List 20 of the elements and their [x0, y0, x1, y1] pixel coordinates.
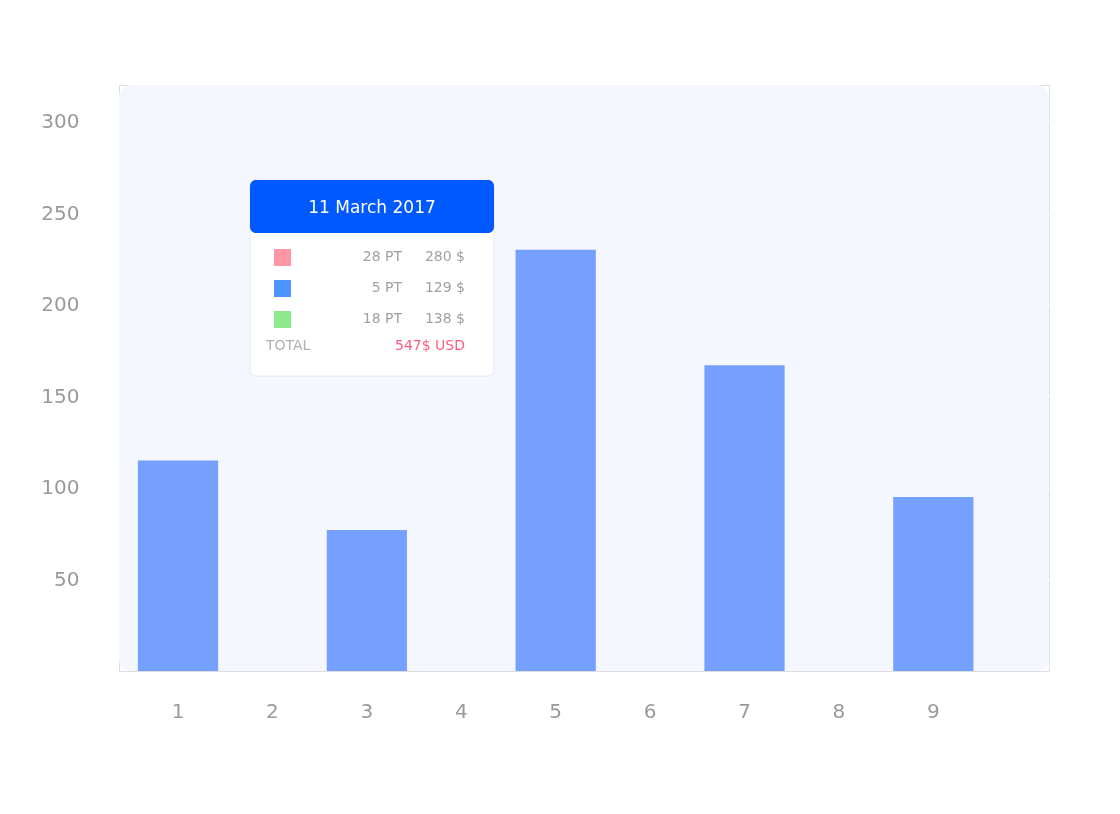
y-tick-label: 300 — [41, 109, 80, 134]
x-tick-label: 8 — [832, 698, 846, 723]
x-tick-label: 6 — [643, 698, 657, 723]
y-tick-label: 150 — [41, 383, 80, 408]
x-tick-label: 7 — [738, 698, 751, 723]
y-tick-label: 100 — [41, 475, 80, 500]
bar — [515, 249, 596, 671]
y-tick-label: 200 — [41, 292, 80, 317]
x-tick-label: 3 — [360, 698, 374, 723]
x-tick-label: 2 — [266, 698, 279, 723]
x-tick-label: 5 — [549, 698, 563, 723]
bar — [326, 529, 407, 671]
bar — [137, 460, 219, 671]
y-tick-label: 50 — [54, 566, 80, 591]
bar — [704, 365, 785, 671]
x-tick-label: 4 — [454, 698, 468, 723]
x-tick-label: 1 — [171, 698, 185, 723]
x-tick-label: 9 — [926, 698, 940, 723]
y-tick-label: 250 — [41, 200, 80, 225]
bar — [893, 497, 974, 671]
